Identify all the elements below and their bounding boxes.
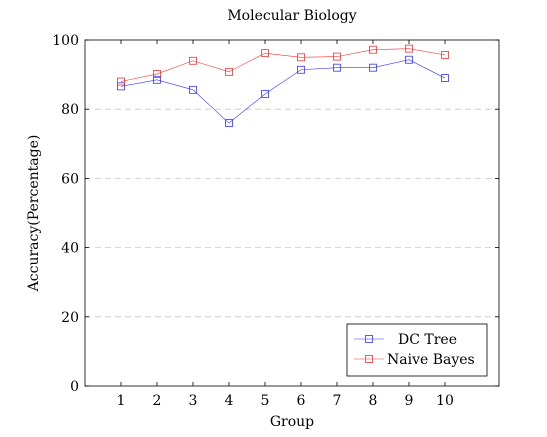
data-point-naive-bayes <box>369 45 377 54</box>
y-tick-label: 20 <box>61 310 79 326</box>
y-tick-labels: 0 20 40 60 80 100 <box>52 33 79 395</box>
series-markers <box>117 44 449 127</box>
data-point-dc-tree <box>441 74 449 82</box>
data-point-dc-tree <box>261 90 269 98</box>
data-point-naive-bayes <box>189 56 197 65</box>
data-point-naive-bayes <box>153 70 161 78</box>
data-point-naive-bayes <box>261 49 269 58</box>
series-lines <box>120 48 446 124</box>
y-axis-label: Accuracy(Percentage) <box>26 135 42 293</box>
legend-label-dc-tree: DC Tree <box>398 332 457 348</box>
legend-box <box>346 323 488 377</box>
x-tick-label: 3 <box>189 393 198 409</box>
data-point-dc-tree <box>297 65 305 74</box>
data-point-dc-tree <box>153 75 161 84</box>
x-tick-label: 6 <box>297 393 306 409</box>
y-tick-label: 0 <box>70 379 79 395</box>
data-point-dc-tree <box>405 55 413 64</box>
legend-label-naive-bayes: Naive Bayes <box>387 352 475 368</box>
x-tick-label: 9 <box>405 393 414 409</box>
x-tick-label: 1 <box>117 393 126 409</box>
x-tick-label: 7 <box>333 393 342 409</box>
data-point-dc-tree <box>225 119 233 127</box>
x-tick-label: 2 <box>153 393 162 409</box>
data-point-dc-tree <box>189 85 197 94</box>
data-point-dc-tree <box>117 82 125 91</box>
x-tick-labels: 1 2 3 4 5 6 7 8 9 10 <box>117 393 454 409</box>
series-line-dc-tree <box>120 59 446 124</box>
data-point-naive-bayes <box>297 53 305 62</box>
x-tick-label: 4 <box>225 393 234 409</box>
data-point-naive-bayes <box>405 44 413 53</box>
x-tick-label: 5 <box>261 393 270 409</box>
series-line-naive-bayes <box>120 48 446 82</box>
data-point-naive-bayes <box>441 50 449 59</box>
grid-lines <box>85 108 499 318</box>
data-point-naive-bayes <box>225 67 233 76</box>
data-point-naive-bayes <box>333 52 341 61</box>
axis-ticks <box>85 39 499 387</box>
chart-title: Molecular Biology <box>227 8 356 24</box>
data-point-dc-tree <box>333 63 341 72</box>
data-point-dc-tree <box>369 63 377 72</box>
x-tick-label: 8 <box>369 393 378 409</box>
y-tick-label: 100 <box>52 33 79 49</box>
y-tick-label: 40 <box>61 241 79 257</box>
x-axis-label: Group <box>270 414 314 430</box>
y-tick-label: 80 <box>61 102 79 118</box>
plot-frame <box>84 39 500 387</box>
x-tick-label: 10 <box>436 393 454 409</box>
data-point-naive-bayes <box>117 77 125 86</box>
legend-marker-dc-tree <box>365 335 373 343</box>
legend: DC Tree Naive Bayes <box>346 323 488 377</box>
legend-marker-naive-bayes <box>365 355 373 363</box>
y-tick-label: 60 <box>61 171 79 187</box>
